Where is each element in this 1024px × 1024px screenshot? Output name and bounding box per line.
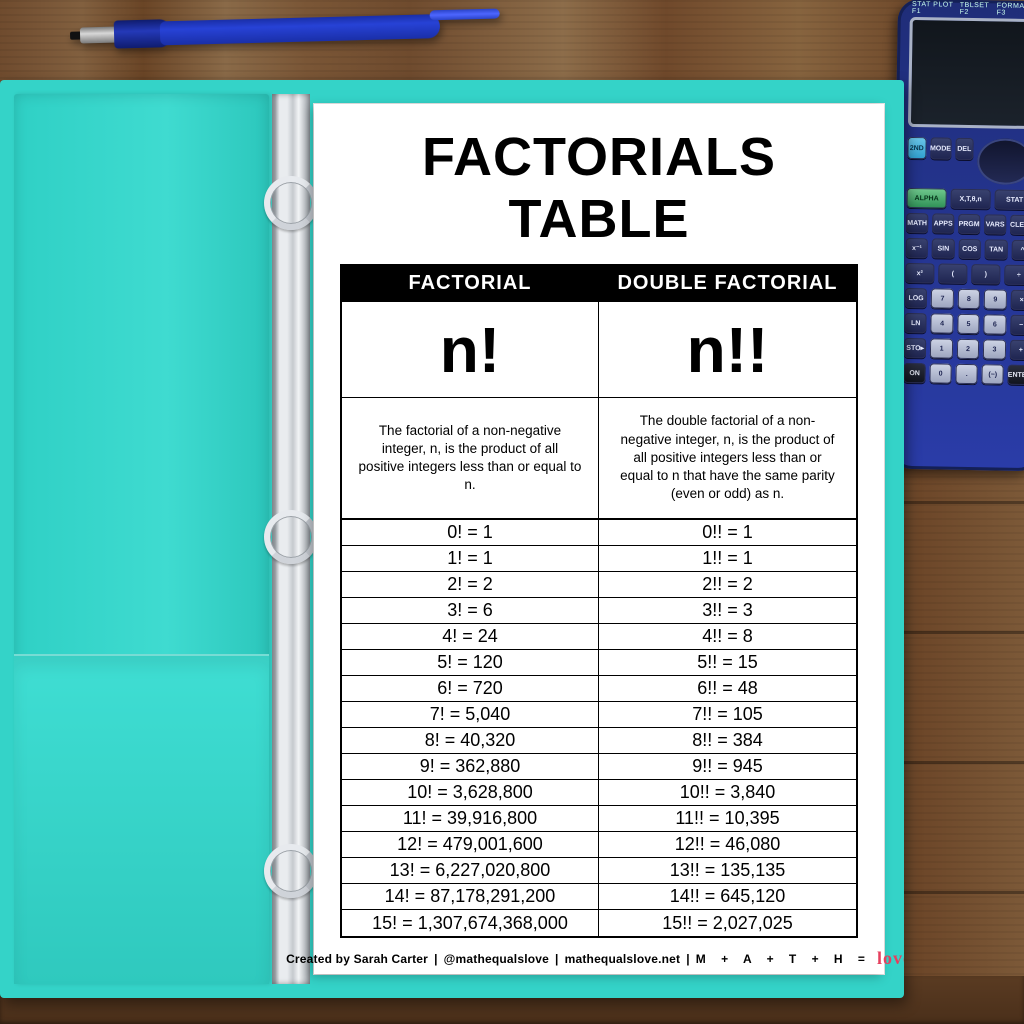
calc-key: TAN: [985, 239, 1008, 259]
table-cell: 0! = 1: [342, 520, 599, 546]
calculator-prop: STAT PLOT F1 TBLSET F2 FORMAT F3 2ND MOD…: [890, 0, 1024, 471]
calc-key: x⁻¹: [906, 238, 929, 258]
worksheet-page: FACTORIALS TABLE FACTORIAL DOUBLE FACTOR…: [314, 104, 884, 974]
calc-key: x²: [905, 263, 934, 284]
table-cell: 5! = 120: [342, 650, 599, 676]
table-cell: 13!! = 135,135: [599, 858, 856, 884]
calc-key: ON: [903, 363, 925, 383]
table-cell: 10! = 3,628,800: [342, 780, 599, 806]
calc-top-label: STAT PLOT F1: [912, 1, 960, 16]
calc-key: 0: [929, 363, 951, 383]
binder: FACTORIALS TABLE FACTORIAL DOUBLE FACTOR…: [0, 80, 904, 998]
table-cell: 5!! = 15: [599, 650, 856, 676]
table-cell: 4!! = 8: [599, 624, 856, 650]
binder-ring: [264, 510, 318, 564]
table-cell: 9! = 362,880: [342, 754, 599, 780]
binder-ring: [264, 176, 318, 230]
table-cell: 0!! = 1: [599, 520, 856, 546]
table-cell: 14!! = 645,120: [599, 884, 856, 910]
calc-key: ÷: [1004, 265, 1024, 286]
table-cell: 14! = 87,178,291,200: [342, 884, 599, 910]
calc-key: APPS: [932, 213, 954, 233]
calc-key: STO▸: [904, 338, 927, 358]
credit-handle: @mathequalslove: [444, 952, 549, 966]
calc-key: ALPHA: [906, 188, 946, 209]
binder-ring: [264, 844, 318, 898]
calculator-screen: [908, 17, 1024, 129]
table-cell: 12! = 479,001,600: [342, 832, 599, 858]
calc-key: 7: [931, 288, 954, 308]
table-cell: 3! = 6: [342, 598, 599, 624]
binder-pocket: [14, 654, 269, 984]
table-cell: 8!! = 384: [599, 728, 856, 754]
calc-top-label: TBLSET F2: [960, 2, 997, 17]
table-cell: 1!! = 1: [599, 546, 856, 572]
calc-top-label: FORMAT F3: [997, 2, 1024, 17]
table-cell: 7!! = 105: [599, 702, 856, 728]
credit-logo: M + A + T + H =: [696, 952, 871, 966]
table-cell: 12!! = 46,080: [599, 832, 856, 858]
credit-site: mathequalslove.net: [565, 952, 681, 966]
table-cell: 6! = 720: [342, 676, 599, 702]
calc-arrow-pad: [977, 138, 1024, 185]
calc-key: LN: [904, 313, 927, 333]
table-cell: 13! = 6,227,020,800: [342, 858, 599, 884]
table-cell: 10!! = 3,840: [599, 780, 856, 806]
credit-love: love: [877, 948, 904, 969]
calc-key: 2ND: [907, 137, 926, 159]
calc-key: +: [1009, 340, 1024, 360]
calc-key: DEL: [955, 138, 974, 160]
calc-key: ×: [1010, 290, 1024, 310]
calc-key: ^: [1011, 240, 1024, 260]
calc-key: 3: [983, 339, 1006, 359]
calc-key: STAT: [994, 189, 1024, 210]
calc-key: −: [1010, 315, 1024, 335]
table-cell: 4! = 24: [342, 624, 599, 650]
calc-key: 1: [930, 338, 953, 358]
table-cell: 1! = 1: [342, 546, 599, 572]
calc-key: 4: [931, 313, 954, 333]
calc-key: 8: [958, 289, 981, 309]
table-cell: 7! = 5,040: [342, 702, 599, 728]
table-cell: 8! = 40,320: [342, 728, 599, 754]
calc-key: 9: [984, 289, 1007, 309]
calc-key: VARS: [984, 214, 1006, 234]
page-title: FACTORIALS TABLE: [340, 126, 858, 250]
symbol-double-factorial: n!!: [599, 302, 856, 398]
calc-key: MATH: [906, 213, 928, 233]
factorials-table: FACTORIAL DOUBLE FACTORIAL n! n!! The fa…: [340, 264, 858, 938]
calc-key: MODE: [930, 137, 951, 159]
calc-key: ENTER: [1008, 365, 1024, 385]
credit-line: Created by Sarah Carter | @mathequalslov…: [340, 948, 858, 969]
definition-double-factorial: The double factorial of a non-negative i…: [599, 398, 856, 520]
calc-key: (−): [982, 364, 1004, 384]
table-cell: 11!! = 10,395: [599, 806, 856, 832]
symbol-factorial: n!: [342, 302, 599, 398]
calc-key: COS: [958, 239, 981, 259]
table-cell: 3!! = 3: [599, 598, 856, 624]
calc-key: (: [938, 263, 967, 284]
calc-key: LOG: [905, 288, 928, 308]
calc-key: PRGM: [958, 214, 980, 234]
calc-key: 6: [983, 314, 1006, 334]
calc-key: SIN: [932, 238, 955, 258]
definition-factorial: The factorial of a non-negative integer,…: [342, 398, 599, 520]
calc-key: CLEAR: [1010, 215, 1024, 235]
credit-author: Created by Sarah Carter: [286, 952, 428, 966]
table-cell: 9!! = 945: [599, 754, 856, 780]
calc-key: 5: [957, 314, 980, 334]
calc-key: .: [956, 364, 978, 384]
table-cell: 2!! = 2: [599, 572, 856, 598]
column-header-factorial: FACTORIAL: [342, 266, 599, 302]
table-cell: 15! = 1,307,674,368,000: [342, 910, 599, 936]
column-header-double-factorial: DOUBLE FACTORIAL: [599, 266, 856, 302]
table-cell: 11! = 39,916,800: [342, 806, 599, 832]
calc-key: X,T,θ,n: [950, 189, 990, 210]
table-cell: 6!! = 48: [599, 676, 856, 702]
table-cell: 2! = 2: [342, 572, 599, 598]
calc-key: 2: [957, 339, 980, 359]
calc-key: ): [971, 264, 1000, 285]
table-cell: 15!! = 2,027,025: [599, 910, 856, 936]
